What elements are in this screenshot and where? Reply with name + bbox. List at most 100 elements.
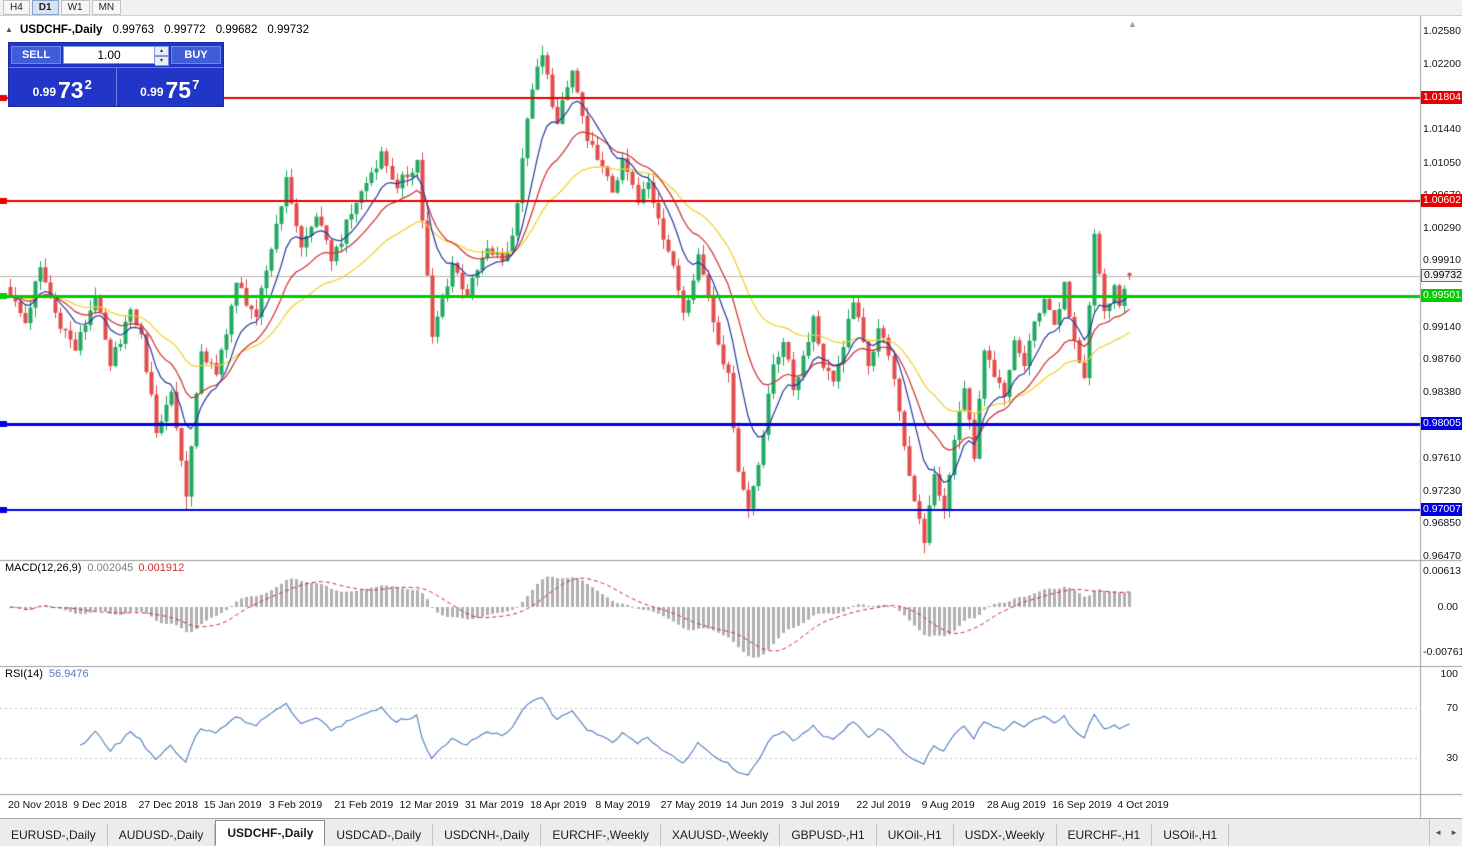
- buy-button[interactable]: BUY: [171, 46, 221, 64]
- timeframe-button-h4[interactable]: H4: [3, 0, 30, 15]
- date-label: 9 Dec 2018: [73, 799, 127, 811]
- hline-price-tag[interactable]: 0.98005: [1421, 417, 1462, 430]
- hline-price-tag[interactable]: 1.00602: [1421, 194, 1462, 207]
- macd-axis-tick: 0.00: [1437, 601, 1458, 613]
- chart-tab-usdx-weekly[interactable]: USDX-,Weekly: [954, 824, 1057, 846]
- rsi-indicator-label: RSI(14) 56.9476: [5, 668, 89, 680]
- buy-price-small: 0.99: [140, 85, 164, 99]
- price-axis-tick: 1.01050: [1423, 156, 1461, 169]
- price-axis-tick: 0.99140: [1423, 320, 1461, 333]
- tab-scroll-controls: ◄ ►: [1429, 819, 1462, 846]
- chart-title: ▲ USDCHF-,Daily 0.99763 0.99772 0.99682 …: [5, 24, 309, 36]
- volume-field: ▴ ▾: [63, 46, 169, 66]
- volume-input[interactable]: [63, 46, 155, 64]
- one-click-price-row: 0.99 73 2 0.99 75 7: [9, 67, 223, 106]
- price-axis-tick: 0.99910: [1423, 254, 1461, 267]
- macd-axis-tick: 0.00613: [1423, 565, 1461, 577]
- macd-axis-tick: -0.00761: [1423, 645, 1462, 658]
- date-label: 14 Jun 2019: [725, 799, 784, 811]
- timeframe-button-group: H4 D1 W1 MN: [3, 0, 123, 15]
- chart-tab-usdcad-daily[interactable]: USDCAD-,Daily: [325, 824, 434, 846]
- date-label: 27 Dec 2018: [138, 799, 199, 811]
- price-axis-tick: 1.00290: [1423, 221, 1461, 234]
- price-axis-tick: 0.97610: [1423, 451, 1461, 464]
- chart-tab-bar: EURUSD-,Daily AUDUSD-,Daily USDCHF-,Daily U…: [0, 818, 1462, 846]
- hline-price-tag[interactable]: 0.97007: [1421, 502, 1462, 516]
- chart-tab-usdcnh-daily[interactable]: USDCNH-,Daily: [433, 824, 542, 846]
- macd-signal-value: 0.001912: [138, 562, 185, 574]
- chart-area[interactable]: ▲ USDCHF-,Daily 0.99763 0.99772 0.99682 …: [0, 16, 1462, 818]
- sell-price-sup: 2: [84, 77, 92, 92]
- current-price-tag: 0.99732: [1421, 268, 1462, 282]
- date-label: 15 Jan 2019: [203, 799, 262, 811]
- sell-price-small: 0.99: [32, 85, 57, 99]
- macd-name: MACD(12,26,9): [5, 562, 82, 574]
- title-open-value: 0.99763: [112, 24, 155, 36]
- title-high-value: 0.99772: [164, 24, 206, 36]
- volume-stepper: ▴ ▾: [155, 46, 169, 66]
- date-label: 31 Mar 2019: [464, 799, 524, 811]
- timeframe-button-mn[interactable]: MN: [91, 0, 122, 15]
- sell-button[interactable]: SELL: [11, 46, 61, 64]
- sell-price-display[interactable]: 0.99 73 2: [9, 68, 116, 106]
- date-label: 21 Feb 2019: [334, 799, 394, 811]
- date-label: 22 Jul 2019: [856, 799, 911, 811]
- date-label: 3 Jul 2019: [791, 799, 840, 811]
- buy-price-display[interactable]: 0.99 75 7: [117, 68, 224, 106]
- timeframe-toolbar: H4 D1 W1 MN: [0, 0, 1462, 16]
- buy-price-big: 75: [165, 77, 192, 103]
- price-axis-tick: 0.96470: [1423, 549, 1461, 562]
- macd-indicator-label: MACD(12,26,9) 0.002045 0.001912: [5, 562, 184, 574]
- chart-tab-eurchf-h1[interactable]: EURCHF-,H1: [1057, 824, 1153, 846]
- chart-tab-usoil-h1[interactable]: USOil-,H1: [1152, 824, 1230, 846]
- price-axis-tick: 0.98760: [1423, 353, 1461, 366]
- chart-tab-gbpusd-h1[interactable]: GBPUSD-,H1: [780, 824, 877, 846]
- date-label: 20 Nov 2018: [8, 799, 68, 811]
- timeframe-button-d1[interactable]: D1: [31, 0, 59, 15]
- tab-scroll-right-icon[interactable]: ►: [1450, 828, 1458, 837]
- rsi-value: 56.9476: [48, 668, 89, 680]
- date-label: 27 May 2019: [660, 799, 722, 811]
- price-axis-tick: 1.01440: [1423, 123, 1461, 136]
- price-axis-tick: 1.02200: [1423, 57, 1461, 70]
- hline-price-tag[interactable]: 1.01804: [1421, 90, 1462, 104]
- price-divider: [115, 68, 117, 106]
- sell-price-big: 73: [58, 77, 84, 103]
- volume-increase-button[interactable]: ▴: [155, 46, 169, 56]
- rsi-axis-tick: 100: [1440, 668, 1458, 680]
- price-axis-tick: 0.97230: [1423, 484, 1461, 497]
- date-label: 16 Sep 2019: [1052, 799, 1112, 811]
- price-axis-tick: 0.96850: [1423, 517, 1461, 530]
- volume-decrease-button[interactable]: ▾: [155, 56, 169, 66]
- rsi-axis-tick: 70: [1446, 702, 1458, 714]
- rsi-name: RSI(14): [5, 668, 43, 680]
- chart-symbol-label: USDCHF-,Daily: [19, 24, 103, 36]
- chart-shift-marker-icon[interactable]: ▲: [1128, 19, 1137, 29]
- chart-tab-audusd-daily[interactable]: AUDUSD-,Daily: [108, 824, 216, 846]
- buy-price-sup: 7: [192, 77, 200, 92]
- date-label: 18 Apr 2019: [530, 799, 587, 811]
- chart-tab-usdchf-daily[interactable]: USDCHF-,Daily: [215, 820, 326, 846]
- price-chart-canvas[interactable]: [0, 16, 1462, 818]
- date-label: 28 Aug 2019: [986, 799, 1046, 811]
- chart-tab-xauusd-weekly[interactable]: XAUUSD-,Weekly: [661, 824, 781, 846]
- tab-scroll-left-icon[interactable]: ◄: [1434, 828, 1443, 837]
- date-label: 9 Aug 2019: [921, 799, 975, 811]
- title-low-value: 0.99682: [215, 24, 258, 36]
- one-click-collapse-icon[interactable]: ▲: [5, 25, 13, 34]
- date-label: 3 Feb 2019: [269, 799, 323, 811]
- date-label: 8 May 2019: [595, 799, 651, 811]
- title-close-value: 0.99732: [267, 24, 309, 36]
- hline-price-tag[interactable]: 0.99501: [1421, 288, 1462, 302]
- macd-main-value: 0.002045: [87, 562, 134, 574]
- price-axis-tick: 1.02580: [1423, 25, 1461, 38]
- chart-tab-ukoil-h1[interactable]: UKOil-,H1: [877, 824, 954, 846]
- date-label: 4 Oct 2019: [1117, 799, 1169, 811]
- chart-tabs: EURUSD-,Daily AUDUSD-,Daily USDCHF-,Daily U…: [0, 819, 1230, 846]
- rsi-axis-tick: 30: [1446, 752, 1458, 764]
- one-click-controls-row: SELL ▴ ▾ BUY: [9, 43, 223, 67]
- chart-tab-eurusd-daily[interactable]: EURUSD-,Daily: [0, 824, 108, 846]
- timeframe-button-w1[interactable]: W1: [60, 0, 90, 15]
- chart-tab-eurchf-weekly[interactable]: EURCHF-,Weekly: [541, 824, 661, 846]
